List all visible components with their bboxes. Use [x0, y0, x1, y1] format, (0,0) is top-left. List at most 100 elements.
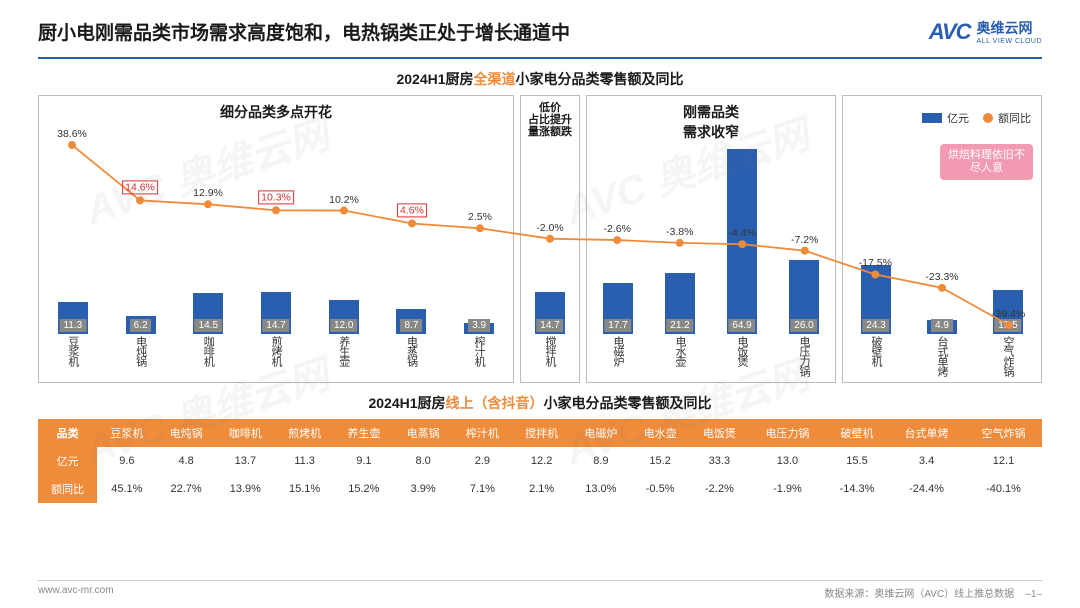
- column-header: 台式单烤: [888, 419, 965, 447]
- table-cell: 13.7: [216, 447, 275, 475]
- category-label: 空气炸锅: [1000, 336, 1016, 380]
- category-label: 电压力锅: [796, 336, 812, 380]
- column-header: 破壁机: [826, 419, 888, 447]
- legend-bar: 亿元: [922, 110, 969, 126]
- table-cell: 8.0: [394, 447, 453, 475]
- table-cell: -1.9%: [749, 475, 826, 503]
- callout-label: 烘焙料理依旧不尽人意: [940, 144, 1033, 180]
- bar-slot: 15.5 空气炸锅: [975, 96, 1041, 382]
- table-cell: 9.1: [334, 447, 393, 475]
- chart-panel: 亿元额同比烘焙料理依旧不尽人意 24.3破壁机 4.9 台式单烤 15.5 空气炸锅: [842, 95, 1042, 383]
- category-label: 台式单烤: [934, 336, 950, 380]
- column-header: 电炖锅: [157, 419, 216, 447]
- bar-value: 64.9: [728, 319, 755, 332]
- bar-slot: 3.9榨汁机: [445, 96, 513, 382]
- pct-label: -4.4%: [729, 227, 756, 239]
- column-header: 电蒸锅: [394, 419, 453, 447]
- table-cell: 15.5: [826, 447, 888, 475]
- bar-value: 14.7: [536, 319, 563, 332]
- footer: www.avc-mr.com 数据来源：奥维云网（AVC）线上推总数据 –1–: [38, 580, 1042, 600]
- bar-value: 6.2: [130, 319, 152, 332]
- bar-value: 17.7: [604, 319, 631, 332]
- bar-slot: 14.5咖啡机: [174, 96, 242, 382]
- footer-source: 数据来源：奥维云网（AVC）线上推总数据: [824, 589, 1014, 600]
- chart-panel: 细分品类多点开花11.3豆浆机6.2电炖锅14.5咖啡机14.7煎烤机12.0养…: [38, 95, 514, 383]
- footer-page: –1–: [1025, 589, 1042, 600]
- table-cell: -0.5%: [631, 475, 690, 503]
- page-title: 厨小电刚需品类市场需求高度饱和，电热锅类正处于增长通道中: [38, 18, 570, 45]
- category-label: 咖啡机: [200, 336, 216, 380]
- column-header: 榨汁机: [453, 419, 512, 447]
- pct-label: -39.4%: [992, 308, 1025, 320]
- pct-label: 38.6%: [57, 128, 87, 140]
- table-cell: 13.0%: [571, 475, 630, 503]
- category-label: 电饭煲: [734, 336, 750, 380]
- category-label: 搅拌机: [542, 336, 558, 380]
- table-row: 额同比45.1%22.7%13.9%15.1%15.2%3.9%7.1%2.1%…: [38, 475, 1042, 503]
- line-swatch-icon: [983, 113, 993, 123]
- chart-title: 2024H1厨房全渠道小家电分品类零售额及同比: [0, 69, 1080, 89]
- table-header-row: 品类豆浆机电炖锅咖啡机煎烤机养生壶电蒸锅榨汁机搅拌机电磁炉电水壶电饭煲电压力锅破…: [38, 419, 1042, 447]
- column-header: 电水壶: [631, 419, 690, 447]
- table-cell: 2.1%: [512, 475, 571, 503]
- column-header: 空气炸锅: [965, 419, 1042, 447]
- column-header: 电压力锅: [749, 419, 826, 447]
- bar-slot: 8.7 电蒸锅: [378, 96, 446, 382]
- footer-url: www.avc-mr.com: [38, 585, 114, 600]
- logo-en: ALL VIEW CLOUD: [977, 38, 1042, 45]
- panel-label: 刚需品类需求收窄: [683, 102, 739, 142]
- chart-area: 细分品类多点开花11.3豆浆机6.2电炖锅14.5咖啡机14.7煎烤机12.0养…: [38, 95, 1042, 383]
- category-label: 电水壶: [672, 336, 688, 380]
- column-header: 煎烤机: [275, 419, 334, 447]
- table-cell: 11.3: [275, 447, 334, 475]
- table-cell: 13.0: [749, 447, 826, 475]
- pct-label: -17.5%: [859, 258, 892, 270]
- header: 厨小电刚需品类市场需求高度饱和，电热锅类正处于增长通道中 AVC 奥维云网 AL…: [0, 0, 1080, 53]
- bar-value: 4.9: [931, 319, 953, 332]
- bar-value: 15.5: [994, 319, 1021, 332]
- panel-label: 细分品类多点开花: [220, 102, 332, 122]
- pct-label: 10.2%: [329, 194, 359, 206]
- table-cell: 12.1: [965, 447, 1042, 475]
- table-cell: 15.2%: [334, 475, 393, 503]
- bar-value: 8.7: [401, 319, 423, 332]
- bar-slot: 17.7电磁炉: [587, 96, 649, 382]
- pct-label: -2.0%: [536, 222, 563, 234]
- table-cell: 45.1%: [97, 475, 156, 503]
- column-header: 搅拌机: [512, 419, 571, 447]
- column-header: 豆浆机: [97, 419, 156, 447]
- bar-slot: 4.9 台式单烤: [909, 96, 975, 382]
- table-cell: 22.7%: [157, 475, 216, 503]
- bar-value: 24.3: [862, 319, 889, 332]
- bar-slot: 24.3破壁机: [843, 96, 909, 382]
- column-header: 电饭煲: [690, 419, 749, 447]
- col-header: 品类: [38, 419, 97, 447]
- pct-label: 2.5%: [468, 211, 492, 223]
- pct-label: 12.9%: [193, 187, 223, 199]
- table-cell: 3.9%: [394, 475, 453, 503]
- category-label: 煎烤机: [268, 336, 284, 380]
- bar-slot: 14.7煎烤机: [242, 96, 310, 382]
- bar-value: 26.0: [790, 319, 817, 332]
- table-cell: -2.2%: [690, 475, 749, 503]
- table-cell: -24.4%: [888, 475, 965, 503]
- bar: [727, 149, 757, 334]
- pct-label: -23.3%: [925, 271, 958, 283]
- table-cell: 15.1%: [275, 475, 334, 503]
- brand-logo: AVC 奥维云网 ALL VIEW CLOUD: [929, 18, 1042, 45]
- table-cell: 7.1%: [453, 475, 512, 503]
- bar-value: 11.3: [59, 319, 86, 332]
- bar-value: 12.0: [330, 319, 357, 332]
- table-cell: -40.1%: [965, 475, 1042, 503]
- bar-slot: 12.0养生壶: [310, 96, 378, 382]
- category-label: 榨汁机: [471, 336, 487, 380]
- category-label: 电蒸锅: [403, 336, 419, 380]
- table-cell: -14.3%: [826, 475, 888, 503]
- legend-line: 额同比: [983, 110, 1031, 126]
- pct-label: 4.6%: [397, 204, 427, 218]
- pct-label: -7.2%: [791, 234, 818, 246]
- bar-slot: 6.2 电炖锅: [107, 96, 175, 382]
- header-divider: [38, 57, 1042, 59]
- column-header: 电磁炉: [571, 419, 630, 447]
- category-label: 电炖锅: [133, 336, 149, 380]
